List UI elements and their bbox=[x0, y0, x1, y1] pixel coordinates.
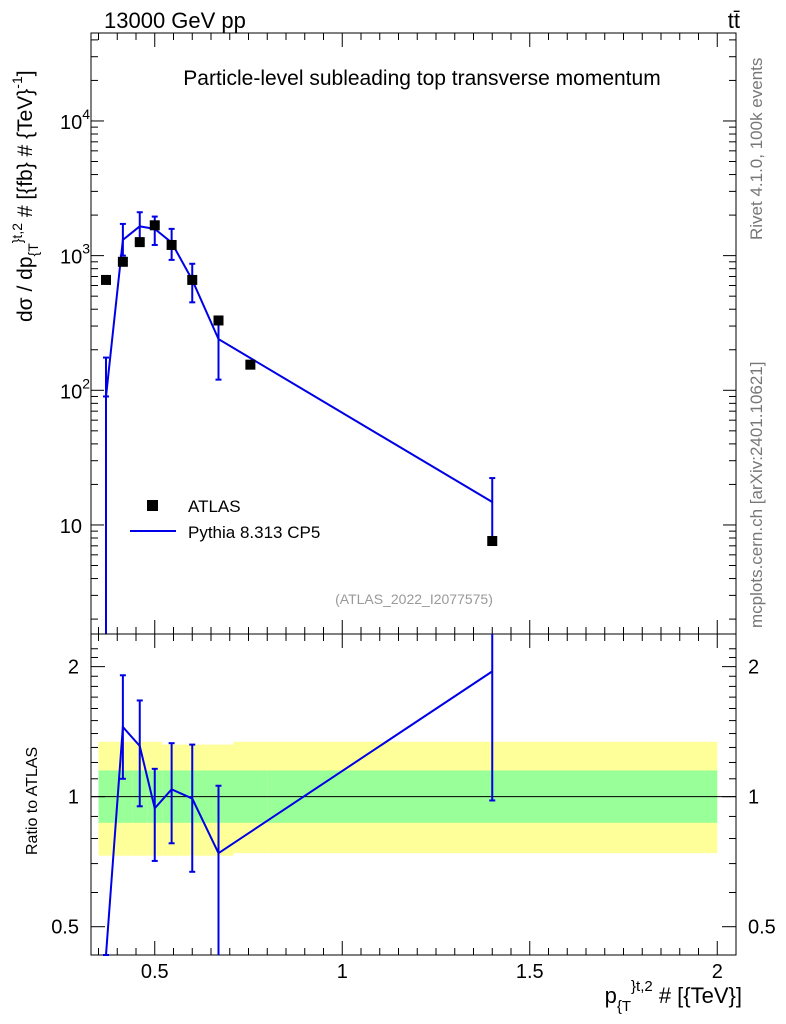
ratio-y-tick-label-right: 1 bbox=[748, 787, 759, 809]
ratio-y-axis-label: Ratio to ATLAS bbox=[24, 747, 41, 855]
ratio-frame bbox=[90, 633, 737, 956]
data-point bbox=[149, 220, 160, 231]
ratio-y-tick-label: 1 bbox=[68, 787, 79, 809]
header-right: tt̄ bbox=[728, 8, 740, 33]
analysis-tag: (ATLAS_2022_I2077575) bbox=[335, 591, 493, 607]
main-frame bbox=[90, 32, 737, 635]
chart-title: Particle-level subleading top transverse… bbox=[183, 67, 660, 90]
y-tick-label: 104 bbox=[60, 106, 90, 134]
y-tick-label: 10 bbox=[60, 516, 82, 538]
ratio-mc-line bbox=[105, 670, 493, 956]
x-tick-label: 1.5 bbox=[516, 961, 544, 983]
data-point bbox=[487, 536, 498, 547]
side-label-mcplots: mcplots.cern.ch [arXiv:2401.10621] bbox=[747, 362, 766, 628]
x-tick-label: 0.5 bbox=[141, 961, 169, 983]
data-point bbox=[187, 274, 198, 285]
x-axis-label: p{T}t,2 # [{TeV}] bbox=[605, 978, 742, 1015]
legend-data-marker bbox=[147, 500, 158, 511]
data-point bbox=[117, 256, 128, 267]
data-point bbox=[166, 239, 177, 250]
mc-series-line bbox=[105, 225, 493, 503]
ratio-y-tick-label-right: 2 bbox=[748, 657, 759, 679]
data-point bbox=[101, 274, 111, 285]
x-tick-label: 2 bbox=[712, 961, 723, 983]
x-tick-label: 1 bbox=[337, 961, 348, 983]
main-panel: 10 102 103 104 bbox=[60, 32, 737, 635]
y-tick-label: 102 bbox=[60, 375, 90, 403]
side-label-rivet: Rivet 4.1.0, 100k events bbox=[747, 58, 766, 240]
legend: ATLAS Pythia 8.313 CP5 bbox=[130, 497, 320, 542]
ratio-y-tick-label-right: 0.5 bbox=[748, 917, 776, 939]
y-tick-label: 103 bbox=[60, 241, 90, 269]
data-point bbox=[134, 237, 145, 248]
legend-mc-label: Pythia 8.313 CP5 bbox=[188, 523, 320, 542]
legend-data-label: ATLAS bbox=[188, 497, 241, 516]
data-point bbox=[213, 315, 224, 326]
ratio-y-tick-label: 0.5 bbox=[51, 917, 79, 939]
ratio-panel: 0.5 0.5 1 1 2 2 0.5 1 1.5 2 bbox=[51, 633, 776, 983]
data-point bbox=[245, 359, 256, 370]
header-left: 13000 GeV pp bbox=[104, 8, 246, 33]
y-axis-label: dσ / dp{T}t,2 # [{fb} # {TeV}-1] bbox=[9, 70, 41, 322]
ratio-y-tick-label: 2 bbox=[68, 657, 79, 679]
